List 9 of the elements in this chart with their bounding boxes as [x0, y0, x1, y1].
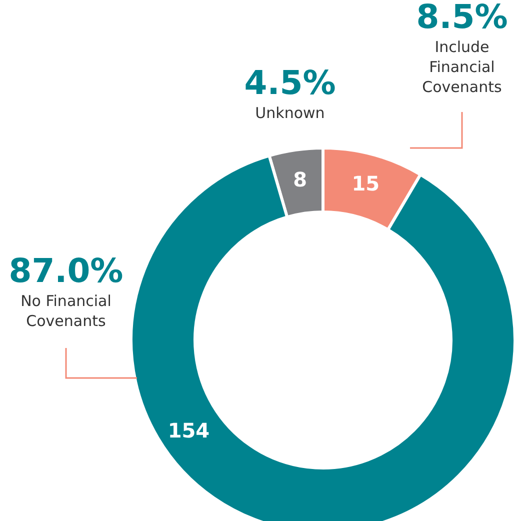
data-label: 154: [168, 418, 210, 443]
slice-label: No Financial Covenants: [20, 292, 112, 330]
data-label: 15: [352, 172, 380, 196]
slice-label: Include Financial Covenants: [422, 38, 502, 96]
slice-label: Unknown: [255, 104, 325, 122]
data-label: 8: [293, 168, 308, 192]
text: 8.5%: [416, 0, 508, 36]
text: 4.5%: [244, 63, 336, 102]
text: 87.0%: [8, 251, 124, 290]
